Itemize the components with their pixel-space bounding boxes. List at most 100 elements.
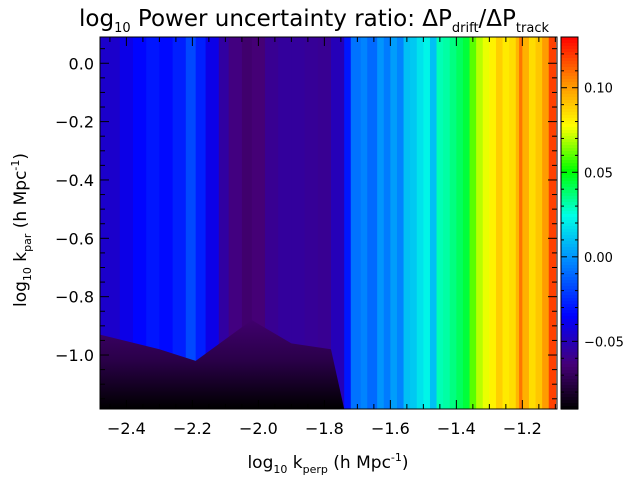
colorbar-segment — [561, 307, 578, 311]
colorbar-segment — [561, 226, 578, 230]
colorbar-segment — [561, 367, 578, 371]
colorbar-segment — [561, 403, 578, 407]
heatmap-band — [449, 37, 458, 409]
colorbar-segment — [561, 325, 578, 329]
colorbar-segment — [561, 316, 578, 320]
colorbar-segment — [561, 292, 578, 296]
colorbar-segment — [561, 130, 578, 134]
colorbar-segment — [561, 310, 578, 314]
heatmap-band — [410, 37, 418, 409]
heatmap-band — [159, 37, 174, 409]
colorbar-segment — [561, 364, 578, 368]
colorbar-segment — [561, 391, 578, 395]
colorbar-segment — [561, 406, 578, 410]
colorbar-tick-label: −0.05 — [584, 335, 624, 350]
heatmap-band — [403, 37, 411, 409]
heatmap-band — [443, 37, 451, 409]
colorbar-segment — [561, 148, 578, 152]
heatmap-low-kpar-region — [100, 320, 358, 409]
colorbar-segment — [561, 289, 578, 293]
colorbar-segment — [561, 82, 578, 86]
colorbar-segment — [561, 250, 578, 254]
heatmap-band — [330, 37, 345, 409]
colorbar-segment — [561, 106, 578, 110]
colorbar-segment — [561, 220, 578, 224]
colorbar-segment — [561, 100, 578, 104]
colorbar-segment — [561, 286, 578, 290]
heatmap-band — [509, 37, 517, 409]
heatmap-band — [390, 37, 398, 409]
heatmap-band — [195, 37, 207, 409]
heatmap-band — [469, 37, 477, 409]
colorbar-segment — [561, 337, 578, 341]
colorbar-segment — [561, 298, 578, 302]
heatmap-band — [344, 37, 352, 409]
colorbar-segment — [561, 352, 578, 356]
colorbar-segment — [561, 208, 578, 212]
y-axis-ticks: 0.0 −0.2 −0.4 −0.6 −0.8 −1.0 — [55, 48, 557, 400]
colorbar-gradient — [561, 37, 578, 410]
colorbar-segment — [561, 169, 578, 173]
heatmap-band — [535, 37, 543, 409]
heatmap-band — [367, 37, 378, 409]
colorbar-segment — [561, 262, 578, 266]
colorbar-segment — [561, 115, 578, 119]
x-tick-label: −1.2 — [503, 419, 542, 438]
heatmap-band — [218, 37, 230, 409]
heatmap-band — [515, 37, 520, 409]
colorbar-segment — [561, 277, 578, 281]
colorbar-segment — [561, 214, 578, 218]
colorbar-segment — [561, 388, 578, 392]
x-axis-label: log10 kperp (h Mpc-1) — [247, 451, 408, 476]
colorbar-segment — [561, 313, 578, 317]
y-tick-label: 0.0 — [69, 54, 94, 73]
colorbar-segment — [561, 253, 578, 257]
colorbar-segment — [561, 85, 578, 89]
x-axis-ticks: −2.4 −2.2 −2.0 −1.8 −1.6 −1.4 −1.2 — [107, 37, 556, 438]
heatmap-band — [317, 37, 332, 409]
heatmap-columns — [100, 37, 557, 409]
colorbar-segment — [561, 331, 578, 335]
colorbar-segment — [561, 283, 578, 287]
colorbar-segment — [561, 211, 578, 215]
colorbar-segment — [561, 127, 578, 131]
colorbar-segment — [561, 379, 578, 383]
colorbar-segment — [561, 133, 578, 137]
colorbar-segment — [561, 193, 578, 197]
colorbar-segment — [561, 67, 578, 71]
colorbar-segment — [561, 232, 578, 236]
colorbar-segment — [561, 103, 578, 107]
heatmap-band — [350, 37, 362, 409]
colorbar-segment — [561, 73, 578, 77]
colorbar-segment — [561, 361, 578, 365]
heatmap-band — [172, 37, 187, 409]
colorbar-segment — [561, 349, 578, 353]
colorbar-segment — [561, 274, 578, 278]
colorbar-segment — [561, 334, 578, 338]
heatmap-band — [205, 37, 220, 409]
x-tick-label: −1.8 — [305, 419, 344, 438]
colorbar-segment — [561, 223, 578, 227]
colorbar-segment — [561, 304, 578, 308]
colorbar-segment — [561, 49, 578, 53]
colorbar-segment — [561, 46, 578, 50]
colorbar-segment — [561, 244, 578, 248]
colorbar-segment — [561, 142, 578, 146]
x-tick-label: −1.6 — [371, 419, 410, 438]
colorbar-segment — [561, 112, 578, 116]
heatmap-band — [396, 37, 405, 409]
heatmap-band — [495, 37, 504, 409]
colorbar-segment — [561, 37, 578, 41]
heatmap-band — [228, 37, 243, 409]
y-tick-label: −0.4 — [55, 171, 94, 190]
colorbar-segment — [561, 295, 578, 299]
colorbar-segment — [561, 205, 578, 209]
colorbar-segment — [561, 238, 578, 242]
colorbar-segment — [561, 202, 578, 206]
colorbar-segment — [561, 271, 578, 275]
colorbar-segment — [561, 124, 578, 128]
colorbar-segment — [561, 184, 578, 188]
colorbar-segment — [561, 319, 578, 323]
plot-frame — [99, 36, 558, 410]
